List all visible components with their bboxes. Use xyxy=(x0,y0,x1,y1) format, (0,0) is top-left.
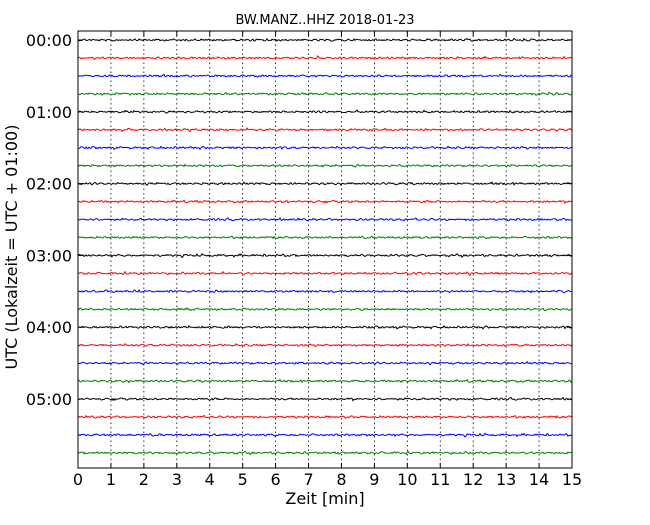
x-tick-label: 1 xyxy=(106,470,116,489)
trace-layer xyxy=(77,37,573,456)
trace-row-10 xyxy=(77,217,573,222)
y-axis-label: UTC (Lokalzeit = UTC + 01:00) xyxy=(2,125,21,370)
x-tick-label: 12 xyxy=(463,470,483,489)
x-tick-label: 5 xyxy=(238,470,248,489)
trace-row-1 xyxy=(77,55,573,60)
trace-row-0 xyxy=(77,37,573,42)
trace-row-22 xyxy=(77,432,573,438)
chart-title: BW.MANZ..HHZ 2018-01-23 xyxy=(235,13,414,28)
x-axis-label: Zeit [min] xyxy=(285,489,364,508)
y-tick-label: 03:00 xyxy=(26,246,72,265)
trace-row-8 xyxy=(77,181,573,186)
trace-row-23 xyxy=(77,450,573,456)
trace-row-4 xyxy=(77,109,573,114)
plot-frame xyxy=(77,30,573,469)
trace-row-11 xyxy=(77,235,573,240)
trace-row-19 xyxy=(77,378,573,384)
x-tick-label: 10 xyxy=(397,470,417,489)
x-tick-label: 13 xyxy=(496,470,516,489)
trace-row-9 xyxy=(77,199,573,204)
x-tick-label: 15 xyxy=(562,470,582,489)
trace-row-13 xyxy=(77,271,573,276)
y-tick-label: 04:00 xyxy=(26,318,72,337)
trace-row-5 xyxy=(77,127,573,133)
trace-row-3 xyxy=(77,91,573,96)
x-tick-label: 2 xyxy=(139,470,149,489)
x-tick-label: 14 xyxy=(529,470,549,489)
trace-row-16 xyxy=(77,325,573,330)
x-tick-label: 0 xyxy=(73,470,83,489)
x-tick-label: 11 xyxy=(430,470,450,489)
y-tick-label: 00:00 xyxy=(26,31,72,50)
trace-row-15 xyxy=(77,307,573,312)
trace-row-21 xyxy=(77,414,573,419)
y-tick-label: 01:00 xyxy=(26,103,72,122)
trace-row-6 xyxy=(77,145,573,150)
x-tick-label: 4 xyxy=(205,470,215,489)
x-tick-label: 9 xyxy=(369,470,379,489)
x-tick-label: 3 xyxy=(172,470,182,489)
trace-row-18 xyxy=(77,361,573,366)
y-tick-label: 05:00 xyxy=(26,390,72,409)
y-tick-label: 02:00 xyxy=(26,175,72,194)
x-tick-label: 6 xyxy=(271,470,281,489)
x-tick-label: 8 xyxy=(336,470,346,489)
trace-row-17 xyxy=(77,343,573,348)
trace-row-7 xyxy=(77,163,573,168)
trace-row-12 xyxy=(77,253,573,259)
trace-row-14 xyxy=(77,289,573,294)
x-tick-label: 7 xyxy=(303,470,313,489)
trace-row-20 xyxy=(77,396,573,402)
tick-layer: 0 1 2 3 4 5 6 7 8 9 10 11 12 13 14 1500:0001:0002:0003:… xyxy=(26,31,582,489)
trace-row-2 xyxy=(77,73,573,78)
grid-layer xyxy=(110,31,540,468)
